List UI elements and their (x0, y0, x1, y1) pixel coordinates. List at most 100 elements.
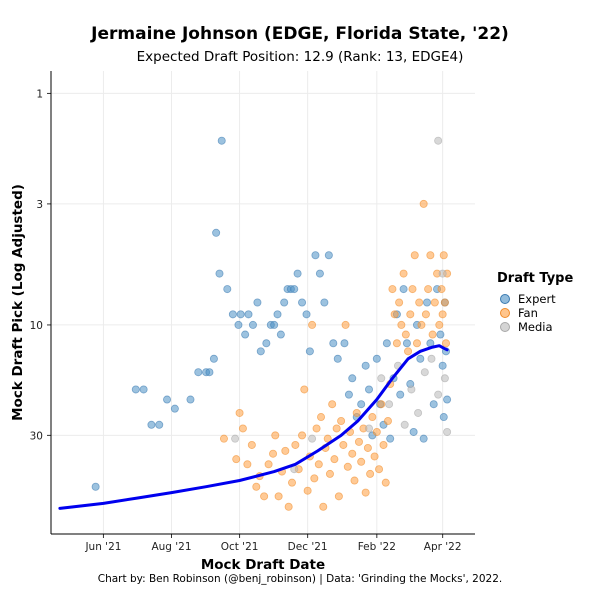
media-point (434, 390, 443, 399)
expert-point (155, 420, 164, 429)
expert-point (256, 347, 265, 356)
expert-point (361, 361, 370, 370)
fan-point (363, 443, 372, 452)
expert-point (344, 390, 353, 399)
fan-point (395, 298, 404, 307)
expert-point (429, 400, 438, 409)
x-tick-label: Oct '21 (221, 541, 259, 553)
fan-point (308, 320, 317, 329)
fan-point (334, 492, 343, 501)
fan-point (388, 285, 397, 294)
expert-point (241, 330, 250, 339)
expert-point (329, 339, 338, 348)
expert-point (273, 310, 282, 319)
y-tick-label: 30 (30, 430, 43, 442)
fan-point (325, 469, 334, 478)
expert-point (244, 310, 253, 319)
expert-point (234, 320, 243, 329)
expert-point (236, 310, 245, 319)
fan-point (377, 400, 386, 409)
fan-point (439, 251, 448, 260)
y-tick-label: 10 (30, 320, 43, 332)
expert-point (416, 354, 425, 363)
fan-point (419, 199, 428, 208)
expert-point (223, 285, 232, 294)
fan-point (375, 465, 384, 474)
media-point (364, 424, 373, 433)
expert-point (436, 330, 445, 339)
fan-point (288, 478, 297, 487)
expert-point (409, 427, 418, 436)
trend-line-layer (58, 344, 449, 510)
fan-point (370, 452, 379, 461)
fan-point (314, 460, 323, 469)
fan-point (368, 413, 377, 422)
fan-point (383, 417, 392, 426)
fan-point (298, 431, 307, 440)
expert-point (396, 390, 405, 399)
fan-point (404, 347, 413, 356)
legend-item-fan: Fan (497, 306, 573, 320)
x-tick-label: Jun '21 (84, 541, 121, 553)
expert-point (290, 285, 299, 294)
fan-point (361, 488, 370, 497)
expert-point (320, 298, 329, 307)
legend: Draft Type Expert Fan Media (497, 271, 573, 334)
expert-point (311, 251, 320, 260)
expert-point (399, 285, 408, 294)
fan-point (243, 460, 252, 469)
x-tick-label: Aug '21 (151, 541, 191, 553)
fan-point (281, 446, 290, 455)
fan-point (437, 285, 446, 294)
fan-point (401, 330, 410, 339)
expert-point (298, 298, 307, 307)
fan-point (260, 492, 269, 501)
fan-point (284, 502, 293, 511)
expert-point (212, 228, 221, 237)
media-point (420, 368, 429, 377)
axis-labels: Jun '21 Aug '21 Oct '21 Dec '21 Feb '22 Apr '… (10, 88, 462, 573)
y-tick-label: 3 (36, 199, 43, 211)
fan-point (379, 440, 388, 449)
axes (47, 71, 475, 538)
legend-title: Draft Type (497, 271, 574, 286)
legend-item-media: Media (497, 320, 573, 334)
fan-point (348, 449, 357, 458)
fan-point (372, 427, 381, 436)
x-tick-label: Feb '22 (358, 541, 396, 553)
fan-point (264, 460, 273, 469)
media-point (308, 434, 317, 443)
expert-point (262, 339, 271, 348)
media-point (440, 374, 449, 383)
expert-point (364, 385, 373, 394)
legend-swatch-expert (500, 294, 510, 304)
fan-point (269, 449, 278, 458)
fan-point (247, 440, 256, 449)
expert-point (340, 339, 349, 348)
fan-point (312, 424, 321, 433)
grid-lines (51, 71, 475, 534)
legend-item-expert: Expert (497, 292, 573, 306)
expert-point (131, 385, 140, 394)
expert-point (419, 434, 428, 443)
fan-point (406, 310, 415, 319)
media-point (231, 434, 240, 443)
expert-point (324, 251, 333, 260)
expert-point (217, 136, 226, 145)
media-point (427, 354, 436, 363)
fan-point (341, 320, 350, 329)
media-point (438, 269, 447, 278)
fan-point (410, 251, 419, 260)
fan-point (441, 339, 450, 348)
legend-label-fan: Fan (518, 306, 538, 320)
expert-point (293, 269, 302, 278)
fan-point (392, 339, 401, 348)
fan-point (357, 457, 366, 466)
fan-point (390, 310, 399, 319)
fan-point (339, 440, 348, 449)
fan-point (343, 462, 352, 471)
fan-point (438, 310, 447, 319)
expert-point (438, 361, 447, 370)
fan-point (426, 251, 435, 260)
fan-point (408, 285, 417, 294)
